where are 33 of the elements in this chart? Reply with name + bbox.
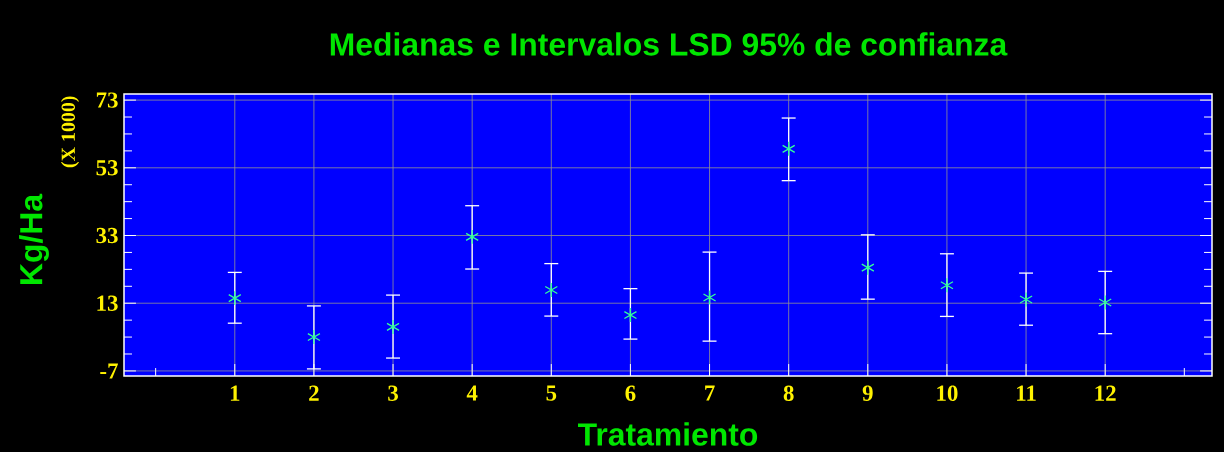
point (386, 319, 400, 335)
point (1019, 291, 1033, 308)
point (623, 307, 638, 323)
x-axis-title: Tratamiento (578, 422, 758, 446)
x-tick-label: 10 (937, 385, 958, 401)
x-tick-label: 8 (783, 385, 794, 401)
x-tick-label: 6 (625, 385, 636, 401)
point (544, 282, 558, 298)
x-tick-label: 11 (1017, 385, 1036, 401)
x-tick-label: 3 (388, 385, 398, 401)
point (228, 290, 242, 306)
x-tick-label: 9 (862, 385, 873, 401)
y-tick-label: 73 (96, 92, 118, 108)
y-tick-label: 53 (96, 160, 118, 176)
x-tick-label: 5 (546, 385, 557, 401)
y-axis-title: Kg/Ha (19, 193, 49, 284)
y-tick-label: 33 (96, 227, 118, 244)
point (1098, 294, 1112, 311)
point (702, 289, 717, 306)
chart-title: Medianas e Intervalos LSD 95% de confianza (330, 32, 1008, 56)
x-tick-label: 2 (309, 385, 319, 401)
x-tick-label: 12 (1095, 385, 1116, 401)
x-tick-label: 1 (230, 385, 240, 401)
text: (X 1000) (60, 96, 80, 168)
point (861, 260, 875, 276)
y-tick-label: 13 (97, 295, 118, 311)
x-tick-label: 4 (466, 385, 478, 401)
point (465, 229, 479, 245)
point (940, 277, 954, 293)
x-tick-label: 7 (705, 385, 715, 401)
y-tick-label: -7 (100, 363, 118, 379)
point (307, 329, 321, 345)
point (781, 141, 796, 157)
